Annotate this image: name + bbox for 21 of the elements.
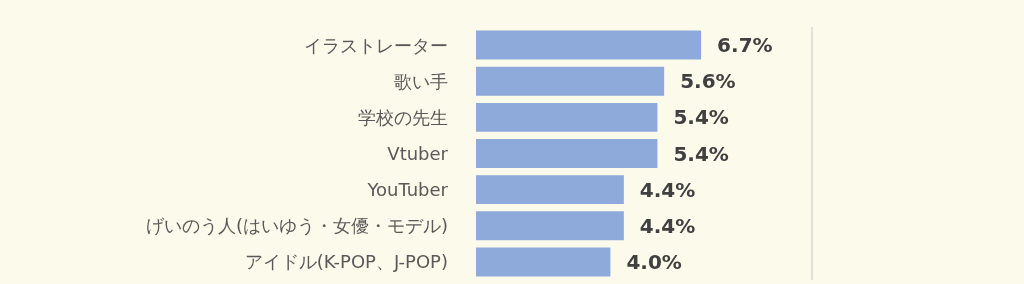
y-tick-label: Vtuber: [387, 143, 449, 164]
bar: [476, 66, 665, 96]
data-label: 5.4%: [673, 141, 729, 166]
bar: [476, 102, 658, 132]
data-label: 4.4%: [639, 213, 696, 238]
y-tick-label: アイドル(K-POP、J-POP): [244, 251, 448, 273]
bar: [476, 139, 658, 168]
bar: [476, 30, 702, 60]
y-tick-label: イラストレーター: [304, 34, 448, 56]
data-label: 4.0%: [626, 249, 682, 274]
data-label: 5.4%: [673, 105, 729, 130]
data-label: 5.6%: [680, 69, 736, 94]
bar: [476, 247, 611, 277]
data-label: 6.7%: [717, 33, 773, 58]
y-tick-label: 学校の先生: [358, 106, 448, 128]
y-tick-label: げいのう人(はいゆう・女優・モデル): [145, 215, 448, 237]
bar: [476, 175, 624, 205]
bar: [476, 211, 624, 241]
y-tick-label: YouTuber: [366, 179, 449, 201]
data-label: 4.4%: [639, 177, 696, 202]
y-tick-label: 歌い手: [394, 70, 448, 92]
